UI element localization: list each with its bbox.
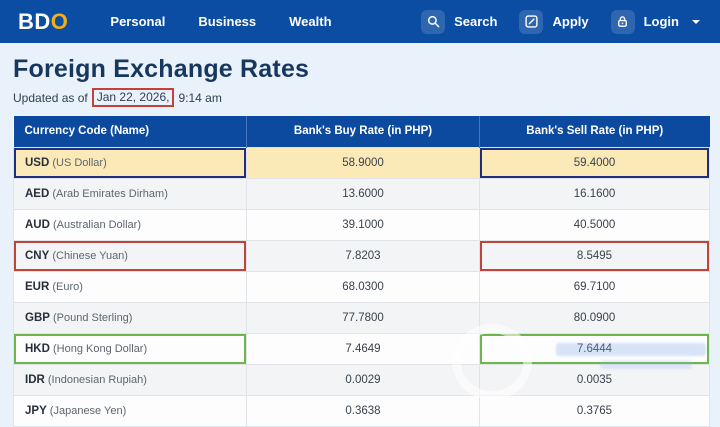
currency-name: (US Dollar): [49, 156, 107, 169]
header-sell-rate: Bank's Sell Rate (in PHP): [479, 116, 710, 147]
buy-rate-cell-jpy: 0.3638: [246, 394, 480, 427]
buy-rate-cell-aed: 13.6000: [246, 177, 480, 210]
table-row-usd: USD (US Dollar) 58.9000 59.4000: [13, 146, 710, 179]
updated-prefix: Updated as of: [13, 90, 88, 105]
apply-label: Apply: [552, 14, 589, 29]
currency-name: (Indonesian Rupiah): [44, 373, 147, 386]
table-row-gbp: GBP (Pound Sterling) 77.7800 80.0900: [13, 301, 710, 334]
sell-rate-cell-jpy: 0.3765: [479, 394, 710, 427]
header-row: Currency Code (Name) Bank's Buy Rate (in…: [13, 116, 710, 147]
buy-rate-cell-eur: 68.0300: [246, 270, 480, 303]
sell-rate-cell-aed: 16.1600: [479, 177, 710, 210]
currency-name: (Pound Sterling): [49, 311, 133, 324]
logo-text-o: O: [50, 8, 69, 34]
updated-time: 9:14 am: [178, 90, 222, 105]
nav-link-personal[interactable]: Personal: [110, 14, 166, 29]
currency-name: (Australian Dollar): [49, 218, 142, 231]
search-label: Search: [454, 14, 498, 29]
sell-rate-cell-cny: 8.5495: [479, 239, 710, 272]
currency-code: USD: [25, 156, 50, 169]
currency-cell-usd: USD (US Dollar): [13, 146, 247, 179]
currency-code: CNY: [25, 249, 50, 262]
currency-name: (Arab Emirates Dirham): [49, 187, 168, 200]
table-row-aed: AED (Arab Emirates Dirham) 13.6000 16.1600: [13, 177, 710, 210]
currency-cell-gbp: GBP (Pound Sterling): [13, 301, 247, 334]
currency-cell-hkd: HKD (Hong Kong Dollar): [13, 332, 247, 365]
sell-rate-cell-gbp: 80.0900: [479, 301, 710, 334]
sell-rate-cell-eur: 69.7100: [479, 270, 710, 303]
edit-icon: [519, 9, 544, 34]
currency-code: GBP: [25, 311, 50, 324]
currency-code: EUR: [25, 280, 50, 293]
table-row-hkd: HKD (Hong Kong Dollar) 7.4649 7.6444: [13, 332, 710, 365]
main-content: Foreign Exchange Rates Updated as of Jan…: [0, 43, 720, 427]
updated-date-annotation-box: Jan 22, 2026,: [91, 88, 175, 107]
login-label: Login: [643, 14, 679, 29]
currency-name: (Japanese Yen): [46, 404, 127, 417]
table-row-eur: EUR (Euro) 68.0300 69.7100: [13, 270, 710, 303]
header-buy-rate: Bank's Buy Rate (in PHP): [246, 116, 480, 147]
currency-code: AUD: [25, 218, 50, 231]
currency-cell-jpy: JPY (Japanese Yen): [13, 394, 247, 427]
buy-rate-cell-idr: 0.0029: [246, 363, 480, 396]
search-icon: [421, 9, 446, 34]
lock-icon: [610, 9, 635, 34]
buy-rate-cell-hkd: 7.4649: [246, 332, 480, 365]
sell-rate-cell-hkd: 7.6444: [479, 332, 710, 365]
currency-cell-aed: AED (Arab Emirates Dirham): [13, 177, 247, 210]
nav-link-wealth[interactable]: Wealth: [289, 14, 332, 29]
nav-link-business[interactable]: Business: [198, 14, 257, 29]
login-button[interactable]: Login: [610, 9, 700, 34]
fx-table-head: Currency Code (Name) Bank's Buy Rate (in…: [13, 116, 710, 147]
buy-rate-cell-cny: 7.8203: [246, 239, 480, 272]
apply-button[interactable]: Apply: [519, 9, 589, 34]
page-title: Foreign Exchange Rates: [13, 55, 310, 83]
currency-name: (Chinese Yuan): [49, 249, 128, 262]
updated-line: Updated as of Jan 22, 2026, 9:14 am: [13, 88, 708, 107]
table-row-aud: AUD (Australian Dollar) 39.1000 40.5000: [13, 208, 710, 241]
logo-text-bd: BD: [18, 8, 51, 34]
header-currency: Currency Code (Name): [13, 116, 247, 147]
top-nav: BDO Personal Business Wealth Search Appl…: [0, 0, 720, 43]
table-row-idr: IDR (Indonesian Rupiah) 0.0029 0.0035: [13, 363, 710, 396]
buy-rate-cell-aud: 39.1000: [246, 208, 480, 241]
table-row-jpy: JPY (Japanese Yen) 0.3638 0.3765: [13, 394, 710, 427]
currency-code: JPY: [25, 404, 47, 417]
sell-rate-cell-aud: 40.5000: [479, 208, 710, 241]
currency-name: (Euro): [49, 280, 83, 293]
currency-code: HKD: [25, 342, 50, 355]
buy-rate-cell-usd: 58.9000: [246, 146, 480, 179]
currency-code: IDR: [25, 373, 45, 386]
currency-cell-eur: EUR (Euro): [13, 270, 247, 303]
bdo-logo[interactable]: BDO: [18, 9, 68, 35]
buy-rate-cell-gbp: 77.7800: [246, 301, 480, 334]
chevron-down-icon: [692, 19, 700, 24]
fx-table-body: USD (US Dollar) 58.9000 59.4000 AED (Arab E…: [13, 146, 710, 427]
fx-rates-table: Currency Code (Name) Bank's Buy Rate (in…: [13, 116, 710, 427]
table-row-cny: CNY (Chinese Yuan) 7.8203 8.5495: [13, 239, 710, 272]
currency-cell-aud: AUD (Australian Dollar): [13, 208, 247, 241]
nav-actions: Search Apply Login: [399, 9, 700, 34]
search-button[interactable]: Search: [421, 9, 498, 34]
sell-rate-cell-idr: 0.0035: [479, 363, 710, 396]
currency-code: AED: [25, 187, 50, 200]
currency-cell-idr: IDR (Indonesian Rupiah): [13, 363, 247, 396]
currency-cell-cny: CNY (Chinese Yuan): [13, 239, 247, 272]
sell-rate-cell-usd: 59.4000: [479, 146, 710, 179]
currency-name: (Hong Kong Dollar): [49, 342, 148, 355]
